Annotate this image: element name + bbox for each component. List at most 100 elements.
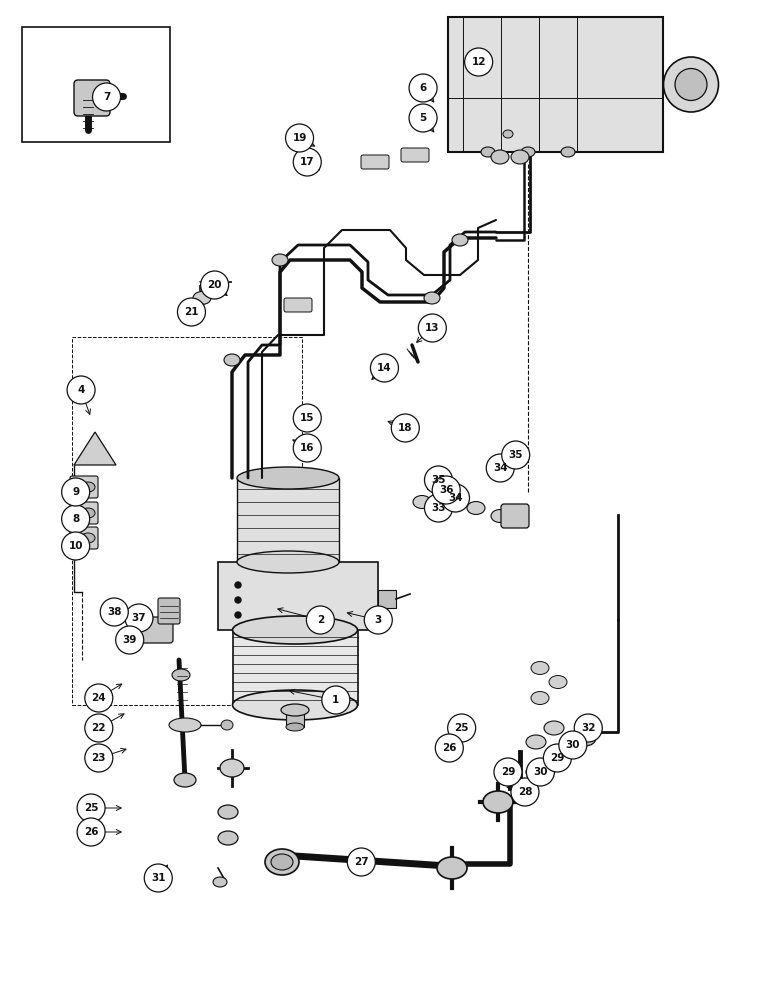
Bar xyxy=(286,705,304,727)
Text: 34: 34 xyxy=(449,493,462,503)
Text: 21: 21 xyxy=(185,307,198,317)
Circle shape xyxy=(347,848,375,876)
Text: 33: 33 xyxy=(432,503,445,513)
Text: 17: 17 xyxy=(300,157,314,167)
Text: 35: 35 xyxy=(432,475,445,485)
Text: 23: 23 xyxy=(92,753,106,763)
Text: 5: 5 xyxy=(419,113,427,123)
Ellipse shape xyxy=(237,467,339,489)
Text: 4: 4 xyxy=(77,385,85,395)
Text: 16: 16 xyxy=(300,443,314,453)
FancyBboxPatch shape xyxy=(401,148,429,162)
Ellipse shape xyxy=(574,730,596,746)
Text: 27: 27 xyxy=(354,857,368,867)
Ellipse shape xyxy=(663,57,719,112)
Circle shape xyxy=(85,684,113,712)
Circle shape xyxy=(201,271,229,299)
Circle shape xyxy=(574,714,602,742)
Circle shape xyxy=(100,598,128,626)
Circle shape xyxy=(371,354,398,382)
Circle shape xyxy=(116,626,144,654)
Ellipse shape xyxy=(526,765,546,779)
Circle shape xyxy=(494,758,522,786)
Circle shape xyxy=(293,434,321,462)
Circle shape xyxy=(465,48,493,76)
Text: 38: 38 xyxy=(107,607,121,617)
Text: 28: 28 xyxy=(518,787,532,797)
Polygon shape xyxy=(74,432,116,465)
Circle shape xyxy=(286,124,313,152)
Text: 19: 19 xyxy=(293,133,306,143)
Ellipse shape xyxy=(544,721,564,735)
Ellipse shape xyxy=(174,773,196,787)
FancyBboxPatch shape xyxy=(361,155,389,169)
Circle shape xyxy=(527,758,554,786)
Ellipse shape xyxy=(413,495,431,508)
Ellipse shape xyxy=(232,690,357,720)
Text: 30: 30 xyxy=(566,740,580,750)
Circle shape xyxy=(62,532,90,560)
Text: 29: 29 xyxy=(501,767,515,777)
Bar xyxy=(232,630,357,705)
Ellipse shape xyxy=(544,751,564,765)
Ellipse shape xyxy=(439,491,457,504)
Text: 2: 2 xyxy=(317,615,324,625)
Text: 15: 15 xyxy=(300,413,314,423)
Text: 18: 18 xyxy=(398,423,412,433)
Text: 20: 20 xyxy=(208,280,222,290)
Text: 6: 6 xyxy=(419,83,427,93)
Circle shape xyxy=(77,794,105,822)
Circle shape xyxy=(442,484,469,512)
Ellipse shape xyxy=(483,791,513,813)
Text: 25: 25 xyxy=(84,803,98,813)
Circle shape xyxy=(409,104,437,132)
Ellipse shape xyxy=(193,292,211,304)
Circle shape xyxy=(293,148,321,176)
Circle shape xyxy=(418,314,446,342)
Ellipse shape xyxy=(206,276,222,288)
Text: 8: 8 xyxy=(72,514,80,524)
Circle shape xyxy=(235,582,241,588)
Ellipse shape xyxy=(526,735,546,749)
Ellipse shape xyxy=(81,508,95,518)
Ellipse shape xyxy=(437,857,467,879)
Circle shape xyxy=(409,74,437,102)
Ellipse shape xyxy=(271,854,293,870)
Ellipse shape xyxy=(531,662,549,674)
Text: 26: 26 xyxy=(84,827,98,837)
Text: 30: 30 xyxy=(533,767,547,777)
Ellipse shape xyxy=(286,723,304,731)
Ellipse shape xyxy=(213,877,227,887)
FancyBboxPatch shape xyxy=(74,80,110,116)
Text: 37: 37 xyxy=(132,613,146,623)
Ellipse shape xyxy=(549,676,567,688)
Circle shape xyxy=(77,818,105,846)
Ellipse shape xyxy=(467,502,485,514)
Text: 9: 9 xyxy=(72,487,80,497)
Circle shape xyxy=(125,604,153,632)
Ellipse shape xyxy=(172,669,190,681)
Text: 39: 39 xyxy=(123,635,137,645)
Circle shape xyxy=(559,731,587,759)
Circle shape xyxy=(448,714,476,742)
Ellipse shape xyxy=(218,805,238,819)
Ellipse shape xyxy=(81,482,95,492)
Ellipse shape xyxy=(503,130,513,138)
FancyBboxPatch shape xyxy=(70,502,98,524)
Ellipse shape xyxy=(265,849,299,875)
Bar xyxy=(378,590,396,608)
Bar xyxy=(22,27,170,142)
Circle shape xyxy=(425,494,452,522)
Text: 13: 13 xyxy=(425,323,439,333)
Circle shape xyxy=(511,778,539,806)
Circle shape xyxy=(322,686,350,714)
Circle shape xyxy=(85,744,113,772)
Text: 36: 36 xyxy=(439,485,453,495)
Ellipse shape xyxy=(232,616,357,644)
Ellipse shape xyxy=(224,354,240,366)
Circle shape xyxy=(67,376,95,404)
Ellipse shape xyxy=(220,759,244,777)
Text: 34: 34 xyxy=(493,463,507,473)
FancyBboxPatch shape xyxy=(131,617,173,643)
FancyBboxPatch shape xyxy=(70,527,98,549)
